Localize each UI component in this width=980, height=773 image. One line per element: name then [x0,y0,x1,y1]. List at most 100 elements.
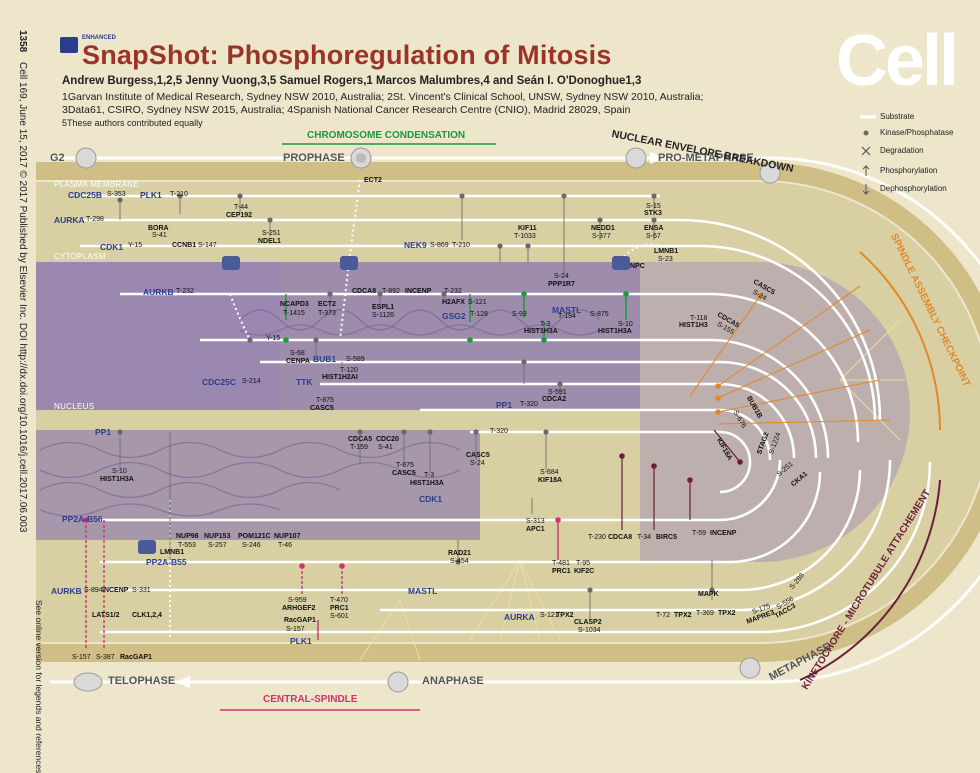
legend-kinase: Kinase/Phosphatase [880,128,954,137]
sub-clk124: CLK1,2,4 [132,612,162,619]
sub-racgap1b: RacGAP1 [120,654,152,661]
site-t210b: T-210 [452,242,470,249]
chromatin-texture [39,309,601,517]
sub-hist1h3: HIST1H3 [679,322,708,329]
cycle-arrowhead-top [650,152,664,164]
enzyme-cdk1-top: CDK1 [100,242,124,252]
page-title: Phosphoregulation of Mitosis [226,40,612,70]
journal-logo: Cell [836,21,959,101]
pink-solid [317,520,559,640]
legend-degradation: Degradation [880,146,924,155]
sub-hist1h3a-a: HIST1H3A [524,328,558,335]
enzyme-plk1-top: PLK1 [140,190,162,200]
sub-cdca8b: CDCA8 [608,534,633,541]
phase-telophase: TELOPHASE [108,675,176,687]
site-s41: S-41 [152,232,167,239]
maroon-arrows [621,429,741,530]
sub-nup153: NUP153 [204,533,231,540]
sub-ect2: ECT2 [364,177,382,184]
sub-kif2c: KIF2C [574,568,595,575]
sub-hist1h3a-c: HIST1H3A [100,476,134,483]
site-s1126: S-1126 [372,312,395,319]
site-s246: S-246 [242,542,261,549]
site-s41b: S-41 [378,444,393,451]
region-plasma-membrane: PLASMA MEMBRANE [54,180,139,189]
sub-ncapd3: NCAPD3 [280,301,309,308]
sub-cdca2: CDCA2 [542,396,567,403]
site-t3b: T-3 [424,472,435,479]
enzyme-cdc25b: CDC25B [68,190,103,200]
sub-prc1a: PRC1 [552,568,571,575]
green-dots [283,291,629,343]
cycle-arrowhead-bottom [176,676,190,688]
sub-tpx2b: TPX2 [674,612,692,619]
pink-dots [83,517,561,569]
sub-ensa: ENSA [644,225,664,232]
sub-kif18a: KIF18A [538,477,563,484]
region-cytoplasm: CYTOPLASM [54,252,106,261]
label-central-spindle: CENTRAL-SPINDLE [263,694,358,705]
sub-cep192: CEP192 [226,212,253,219]
sub-cdca5b: CDCA5 [348,436,373,443]
site-s601: S-601 [330,613,349,620]
sub-pom121c: POM121C [238,533,271,540]
site-t210a: T-210 [170,191,188,198]
brand-text: SnapShot: [82,40,219,70]
sub-nup98: NUP98 [176,533,199,540]
sub-nedd1: NEDD1 [591,225,615,232]
legend-phosphorylation: Phosphorylation [880,166,938,175]
sub-lmnb1b: LMNB1 [160,549,185,556]
site-t320b: T-320 [490,428,508,435]
affiliation-3: 5These authors contributed equally [62,118,203,128]
site-t320a: T-320 [520,401,538,408]
site-s313: S-313 [526,518,545,525]
site-s387: S-387 [96,654,115,661]
citation: Cell 169, June 15, 2017 © 2017 Published… [17,62,28,533]
legend-dephosphorylation: Dephosphorylation [880,184,947,193]
site-s157b: S-157 [72,654,91,661]
site-s331: S-331 [132,587,151,594]
site-s257: S-257 [208,542,227,549]
sac-connectors [689,285,891,425]
site-t118: T-118 [690,315,708,322]
site-s157: S-157 [286,626,305,633]
sub-incenp-c: INCENP [102,587,129,594]
sub-nup107: NUP107 [274,533,301,540]
cell-cycle-arrow [50,156,980,684]
site-s67: S-67 [646,233,661,240]
site-s377: S-377 [592,233,611,240]
site-t1415: T-1415 [283,310,305,317]
affiliation-2: 3Data61, CSIRO, Sydney NSW 2015, Austral… [62,104,631,116]
phase-anaphase: ANAPHASE [422,675,484,687]
sub-cdc20: CDC20 [376,436,399,443]
site-s1034: S-1034 [578,627,601,634]
site-y15: Y-15 [128,242,143,249]
site-s454: S-454 [450,558,469,565]
kinase-dots [117,193,715,593]
site-s23: S-23 [658,256,673,263]
affiliation-1: 1Garvan Institute of Medical Research, S… [62,91,704,103]
sub-bora: BORA [148,225,169,232]
nucleus-left [36,262,280,410]
site-t369: T-369 [696,610,714,617]
site-s251: S-251 [262,230,281,237]
site-s591: S-591 [548,389,567,396]
phase-g2: G2 [50,152,65,164]
orange-dots [715,293,763,415]
enzyme-cdc25c: CDC25C [202,377,237,387]
site-s894: S-894 [84,587,103,594]
sub-mapk: MAPK [698,591,719,598]
enzyme-pp1-mid: PP1 [496,400,513,410]
site-t892: T-892 [382,288,400,295]
site-t194: T-194 [558,313,576,320]
enzyme-pp2a-b55: PP2A-B55 [146,557,187,567]
maroon-dots [619,453,743,483]
site-t553: T-553 [178,542,196,549]
kinetochore-arc [799,479,941,681]
site-s121: S-121 [468,299,487,306]
site-s15: S-15 [646,203,661,210]
dashed-transport [169,179,661,640]
site-t95: T-95 [576,560,591,567]
site-s869: S-869 [430,242,449,249]
enzyme-mastl-top: MASTL [552,305,582,315]
